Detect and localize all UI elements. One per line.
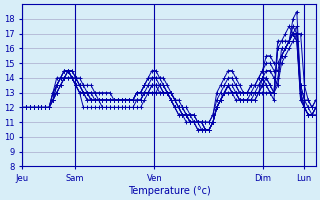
X-axis label: Temperature (°c): Temperature (°c) (128, 186, 211, 196)
